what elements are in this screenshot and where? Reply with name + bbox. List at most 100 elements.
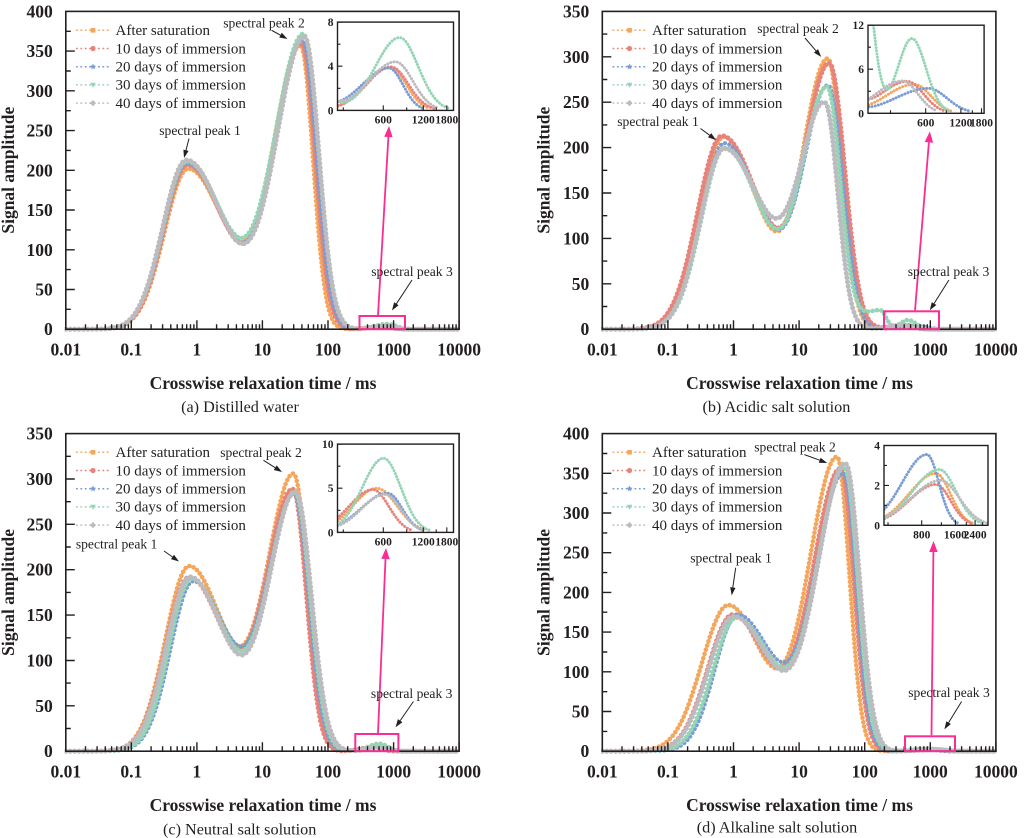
svg-text:10 days of immersion: 10 days of immersion (116, 41, 247, 57)
svg-text:1800: 1800 (970, 117, 993, 129)
svg-text:50: 50 (35, 280, 53, 300)
svg-text:1000: 1000 (376, 762, 411, 782)
svg-text:0: 0 (858, 108, 864, 120)
svg-text:20 days of immersion: 20 days of immersion (652, 482, 783, 498)
svg-text:350: 350 (563, 1, 590, 21)
svg-text:8: 8 (328, 17, 334, 29)
svg-text:Crosswise relaxation time / ms: Crosswise relaxation time / ms (150, 795, 377, 815)
svg-text:0.01: 0.01 (587, 340, 618, 360)
svg-text:400: 400 (563, 424, 590, 444)
svg-text:350: 350 (563, 463, 590, 483)
svg-text:1000: 1000 (913, 762, 948, 782)
svg-text:30 days of immersion: 30 days of immersion (652, 78, 783, 94)
svg-text:30 days of immersion: 30 days of immersion (652, 500, 783, 516)
svg-text:150: 150 (27, 605, 54, 625)
svg-text:10 days of immersion: 10 days of immersion (652, 463, 783, 479)
svg-text:100: 100 (852, 762, 879, 782)
svg-text:40 days of immersion: 40 days of immersion (116, 518, 247, 534)
svg-text:600: 600 (375, 536, 393, 548)
svg-text:10000: 10000 (437, 762, 481, 782)
svg-text:10000: 10000 (437, 340, 481, 360)
svg-text:Signal amplitude: Signal amplitude (0, 529, 18, 656)
svg-text:spectral peak 3: spectral peak 3 (908, 264, 990, 279)
svg-text:Crosswise relaxation time / ms: Crosswise relaxation time / ms (150, 373, 377, 393)
svg-text:250: 250 (563, 92, 590, 112)
svg-text:(d) Alkaline salt solution: (d) Alkaline salt solution (697, 819, 858, 837)
svg-text:100: 100 (563, 662, 590, 682)
svg-text:Crosswise relaxation time / ms: Crosswise relaxation time / ms (686, 795, 913, 815)
svg-text:4: 4 (874, 441, 880, 453)
svg-text:200: 200 (27, 160, 54, 180)
svg-text:300: 300 (27, 81, 54, 101)
svg-text:100: 100 (315, 762, 342, 782)
svg-text:50: 50 (572, 274, 590, 294)
svg-text:10: 10 (322, 439, 334, 451)
svg-text:spectral peak 2: spectral peak 2 (220, 445, 302, 460)
svg-text:0: 0 (44, 319, 53, 339)
svg-text:0: 0 (581, 741, 590, 761)
svg-text:10000: 10000 (974, 762, 1018, 782)
svg-text:1600: 1600 (944, 529, 967, 541)
svg-text:40 days of immersion: 40 days of immersion (652, 518, 783, 534)
svg-text:50: 50 (35, 696, 53, 716)
svg-text:300: 300 (563, 47, 590, 67)
svg-text:0.01: 0.01 (50, 340, 81, 360)
svg-text:50: 50 (572, 702, 590, 722)
svg-text:150: 150 (563, 183, 590, 203)
svg-text:0.1: 0.1 (657, 340, 679, 360)
svg-text:5: 5 (328, 483, 334, 495)
svg-text:1000: 1000 (376, 340, 411, 360)
svg-text:0: 0 (581, 319, 590, 339)
svg-text:20 days of immersion: 20 days of immersion (652, 60, 783, 76)
svg-text:10: 10 (790, 340, 808, 360)
svg-text:Signal amplitude: Signal amplitude (534, 107, 554, 234)
svg-text:spectral peak 1: spectral peak 1 (690, 550, 772, 565)
svg-text:spectral peak 2: spectral peak 2 (223, 16, 305, 31)
svg-text:300: 300 (27, 469, 54, 489)
svg-text:200: 200 (27, 560, 54, 580)
svg-text:20 days of immersion: 20 days of immersion (116, 60, 247, 76)
svg-text:0: 0 (328, 527, 334, 539)
svg-text:350: 350 (27, 424, 54, 444)
svg-text:1800: 1800 (435, 536, 458, 548)
svg-text:200: 200 (563, 582, 590, 602)
svg-text:10: 10 (254, 340, 272, 360)
svg-text:100: 100 (27, 240, 54, 260)
svg-text:250: 250 (563, 543, 590, 563)
svg-text:600: 600 (917, 117, 935, 129)
svg-text:Crosswise relaxation time / ms: Crosswise relaxation time / ms (686, 373, 913, 393)
svg-text:600: 600 (375, 114, 393, 126)
svg-text:1200: 1200 (412, 114, 435, 126)
svg-text:1: 1 (193, 340, 202, 360)
svg-text:10 days of immersion: 10 days of immersion (652, 41, 783, 57)
svg-text:spectral peak 1: spectral peak 1 (617, 114, 699, 129)
svg-text:spectral peak 1: spectral peak 1 (76, 537, 158, 552)
svg-text:spectral peak 2: spectral peak 2 (757, 21, 839, 36)
svg-text:10: 10 (790, 762, 808, 782)
svg-text:0.01: 0.01 (587, 762, 618, 782)
svg-text:1200: 1200 (412, 536, 435, 548)
svg-text:(c) Neutral salt solution: (c) Neutral salt solution (163, 821, 316, 838)
svg-text:250: 250 (27, 121, 54, 141)
svg-text:0.1: 0.1 (657, 762, 679, 782)
svg-text:40 days of immersion: 40 days of immersion (116, 96, 247, 112)
svg-text:0: 0 (328, 105, 334, 117)
svg-text:0.1: 0.1 (120, 340, 142, 360)
svg-text:2400: 2400 (964, 529, 987, 541)
svg-text:After saturation: After saturation (652, 23, 747, 39)
svg-text:0: 0 (44, 741, 53, 761)
svg-text:spectral peak 3: spectral peak 3 (371, 686, 453, 701)
svg-text:10 days of immersion: 10 days of immersion (116, 463, 247, 479)
svg-text:(a) Distilled water: (a) Distilled water (181, 398, 299, 416)
svg-text:100: 100 (563, 228, 590, 248)
svg-text:30 days of immersion: 30 days of immersion (116, 78, 247, 94)
svg-text:1: 1 (729, 340, 738, 360)
svg-text:spectral peak 1: spectral peak 1 (159, 123, 241, 138)
svg-text:spectral peak 3: spectral peak 3 (908, 685, 990, 700)
svg-text:350: 350 (27, 41, 54, 61)
svg-text:Signal amplitude: Signal amplitude (0, 107, 18, 234)
svg-text:spectral peak 2: spectral peak 2 (754, 439, 836, 454)
svg-text:0.1: 0.1 (120, 762, 142, 782)
svg-text:200: 200 (563, 138, 590, 158)
svg-text:0: 0 (874, 520, 880, 532)
